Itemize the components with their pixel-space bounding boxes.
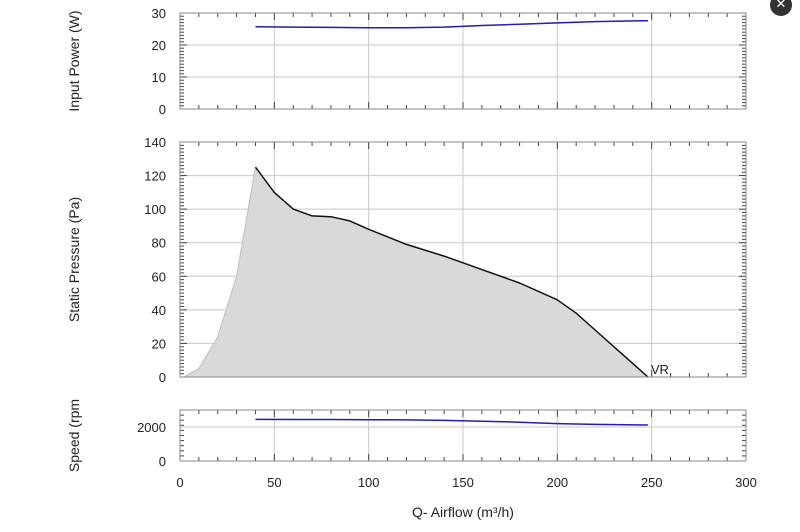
pressure-ytick-label: 60 xyxy=(152,269,166,284)
speed-ytick-label: 2000 xyxy=(137,420,166,435)
speed-series-line xyxy=(255,418,648,426)
pressure-ytick-label: 40 xyxy=(152,303,166,318)
pressure-plot-frame xyxy=(179,141,747,378)
speed-ytick-label: 0 xyxy=(159,454,166,469)
xtick-label: 100 xyxy=(358,475,380,490)
xtick-label: 200 xyxy=(546,475,568,490)
pressure-ytick-label: 0 xyxy=(159,370,166,385)
power-ytick-label: 10 xyxy=(152,70,166,85)
speed-ylabel: Speed (rpm xyxy=(66,399,82,472)
pressure-series-line xyxy=(254,166,649,378)
power-series-line xyxy=(255,19,648,29)
xtick-label: 300 xyxy=(735,475,757,490)
pressure-ytick-label: 120 xyxy=(144,169,166,184)
pressure-ytick-label: 20 xyxy=(152,336,166,351)
power-plot-frame xyxy=(179,12,747,110)
close-icon[interactable]: ✕ xyxy=(770,0,792,16)
xtick-label: 50 xyxy=(267,475,281,490)
xtick-label: 150 xyxy=(452,475,474,490)
xtick-label: 250 xyxy=(641,475,663,490)
pressure-operating-area xyxy=(183,167,648,377)
pressure-ytick-label: 140 xyxy=(144,135,166,150)
speed-plot-frame xyxy=(179,409,747,462)
pressure-ytick-label: 100 xyxy=(144,202,166,217)
xlabel: Q- Airflow (m³/h) xyxy=(412,504,514,520)
pressure-ytick-label: 80 xyxy=(152,236,166,251)
xtick-label: 0 xyxy=(176,475,183,490)
power-ylabel: Input Power (W) xyxy=(66,10,82,111)
power-ytick-label: 0 xyxy=(159,102,166,117)
power-ytick-label: 30 xyxy=(152,6,166,21)
pressure-ylabel: Static Pressure (Pa) xyxy=(66,197,82,322)
power-ytick-label: 20 xyxy=(152,38,166,53)
curve-annotation: VR xyxy=(651,362,669,377)
pressure-envelope-line xyxy=(183,167,256,378)
